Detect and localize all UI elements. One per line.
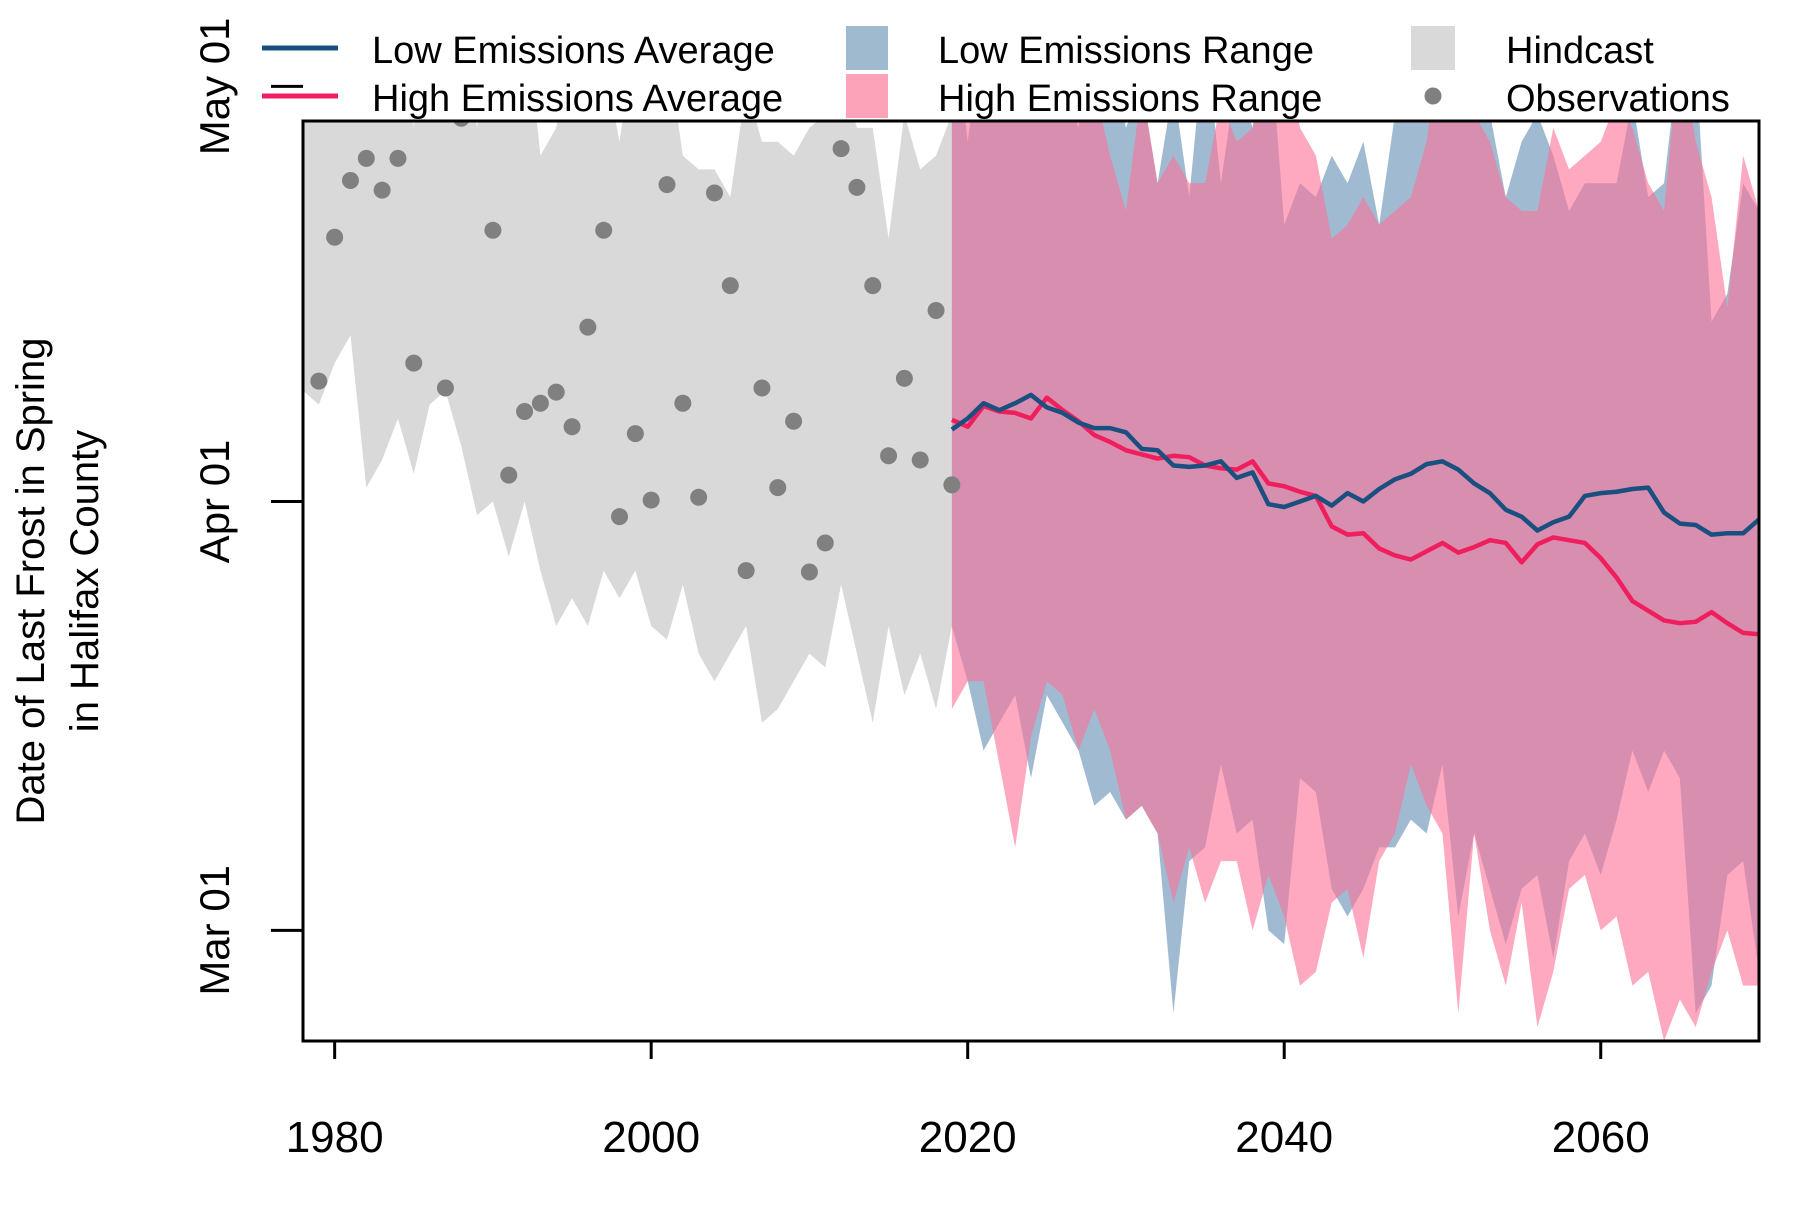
observation-point (626, 425, 644, 443)
observation-point (405, 354, 423, 372)
legend-label-hindcast: Hindcast (1506, 30, 1654, 72)
legend-label-low-range: Low Emissions Range (938, 30, 1314, 72)
observation-point (705, 184, 723, 202)
observation-point (785, 412, 803, 430)
x-tick-label: 2020 (919, 1113, 1017, 1162)
observation-point (595, 221, 613, 239)
x-tick-label: 2000 (602, 1113, 700, 1162)
legend-label-low-average: Low Emissions Average (372, 30, 775, 72)
legend-swatch-high-range (846, 74, 888, 118)
observation-point (341, 171, 359, 189)
observation-point (563, 418, 581, 436)
y-axis-title-line-1: Date of Last Frost in Spring (9, 338, 53, 825)
observation-point (927, 302, 945, 320)
observation-point (516, 403, 534, 421)
observation-point (531, 394, 549, 412)
observation-point (500, 466, 518, 484)
legend-swatch-hindcast (1411, 26, 1455, 70)
observation-point (832, 140, 850, 158)
observation-point (579, 318, 597, 336)
observation-point (484, 221, 502, 239)
y-tick-label: Apr 01 (191, 440, 238, 564)
legend: Low Emissions Average High Emissions Ave… (262, 26, 1730, 120)
observation-point (911, 451, 929, 469)
observation-point (943, 476, 961, 494)
observation-point (326, 228, 344, 246)
observation-point (658, 176, 676, 194)
observation-point (753, 379, 771, 397)
legend-swatch-observations (1424, 87, 1442, 105)
observation-point (721, 277, 739, 295)
observation-point (357, 149, 375, 167)
observation-point (690, 488, 708, 506)
plot-frame (301, 119, 1761, 1043)
observation-point (547, 383, 565, 401)
observation-point (800, 563, 818, 581)
legend-label-observations: Observations (1506, 78, 1730, 120)
hindcast-range-band (303, 121, 952, 723)
observation-point (674, 394, 692, 412)
observation-point (436, 379, 454, 397)
observation-point (864, 277, 882, 295)
y-axis: Mar 01 Apr 01 May 01 (191, 18, 303, 996)
x-axis: 1980 2000 2020 2040 2060 (286, 1041, 1650, 1162)
x-tick-label: 2060 (1552, 1113, 1650, 1162)
observation-point (848, 178, 866, 196)
data-layer (303, 121, 1759, 1041)
observation-point (389, 149, 407, 167)
y-tick-label: May 01 (191, 18, 238, 156)
x-tick-label: 2040 (1235, 1113, 1333, 1162)
observation-point (769, 479, 787, 497)
y-axis-title-line-2: in Halifax County (63, 430, 107, 732)
observation-point (880, 447, 898, 465)
observation-point (642, 491, 660, 509)
high-emissions-average-line (950, 395, 1759, 637)
observation-point (737, 562, 755, 580)
legend-swatch-low-range (846, 26, 888, 70)
low-emissions-average-line (950, 392, 1759, 537)
observation-point (373, 181, 391, 199)
observation-point (611, 508, 629, 526)
legend-label-high-range: High Emissions Range (938, 78, 1322, 120)
y-tick-label: Mar 01 (191, 865, 238, 996)
high-emissions-range-band (951, 121, 1759, 1041)
observation-point (895, 369, 913, 387)
legend-label-high-average: High Emissions Average (372, 78, 783, 120)
observation-point (816, 534, 834, 552)
observation-point (310, 372, 328, 390)
x-tick-label: 1980 (286, 1113, 384, 1162)
